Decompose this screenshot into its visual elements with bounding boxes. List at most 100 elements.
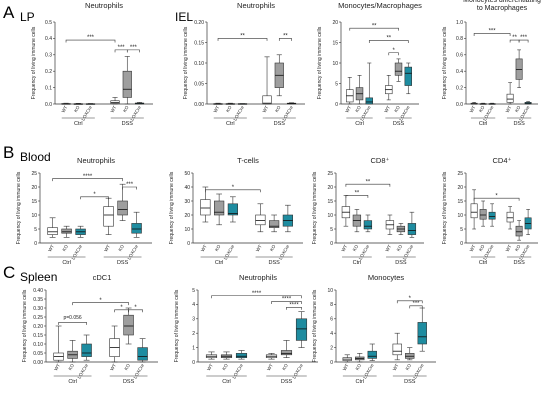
- box-body: [117, 200, 128, 216]
- box-body: [394, 62, 403, 76]
- box-ctrl-ko: [67, 340, 78, 363]
- y-tick-label: 6: [330, 317, 333, 323]
- y-tick-label: 0.05: [33, 351, 43, 357]
- y-tick-label: 10: [31, 213, 37, 219]
- x-tick-label: LOXCre: [358, 244, 371, 261]
- box-body: [131, 223, 142, 234]
- x-tick-label: KO: [73, 105, 81, 114]
- chart-title: Monocytes: [368, 273, 405, 282]
- box-dss-loxcre: [524, 209, 532, 235]
- box-body: [122, 70, 132, 98]
- box-ctrl-wt: [205, 351, 218, 360]
- y-tick-label: 0.05: [194, 81, 204, 87]
- chart-title: CD8⁺: [371, 156, 390, 165]
- group-label-ctrl: Ctrl: [353, 260, 362, 266]
- y-axis-label: Frequency of living immune cells: [317, 26, 323, 99]
- y-tick-label: 5: [460, 227, 463, 233]
- group-label-dss: DSS: [274, 121, 286, 127]
- x-tick-label: WT: [505, 244, 513, 253]
- box-ctrl-ko: [355, 353, 365, 363]
- box-dss-wt: [110, 97, 120, 105]
- x-tick-label: LOXCre: [232, 105, 245, 122]
- chart-8: CD4⁺ 0 5 10 15 20 25 Frequency of living immune…: [442, 156, 538, 266]
- y-tick-label: 0.00: [33, 360, 43, 366]
- x-tick-label: WT: [103, 244, 111, 253]
- box-body: [365, 97, 373, 105]
- x-tick-label: KO: [274, 105, 282, 114]
- bracket-line: [278, 38, 292, 41]
- chart-title: cDC1: [93, 273, 112, 282]
- y-tick-label: 15: [31, 199, 37, 205]
- x-tick-label: KO: [478, 244, 486, 253]
- group-label-dss: DSS: [395, 260, 407, 266]
- x-tick-label: KO: [117, 244, 125, 253]
- x-tick-label: KO: [269, 244, 277, 253]
- box-ctrl-wt: [61, 102, 71, 105]
- group-label-ctrl: Ctrl: [355, 379, 364, 385]
- x-tick-label: WT: [344, 105, 352, 114]
- y-axis-label: Frequency of living immune cells: [312, 171, 318, 244]
- chart-5: Neutrophils 0 5 10 15 20 25 Frequency of living…: [16, 156, 152, 266]
- box-ctrl-wt: [213, 102, 223, 105]
- y-tick-label: 30: [184, 199, 190, 205]
- chart-title: Neutrophils: [85, 1, 123, 10]
- significance-label: ***: [87, 35, 95, 41]
- x-tick-label: WT: [469, 244, 477, 253]
- y-tick-label: 40: [184, 185, 190, 191]
- x-tick-label: LOXCre: [133, 363, 146, 380]
- significance-bracket: *: [80, 192, 109, 200]
- significance-bracket: **: [278, 34, 292, 41]
- box-dss-ko: [396, 223, 406, 235]
- group-label-ctrl: Ctrl: [355, 121, 364, 127]
- y-tick-label: 0.10: [33, 342, 43, 348]
- box-ctrl-loxcre: [85, 103, 96, 105]
- box-dss-ko: [117, 183, 128, 221]
- box-body: [214, 200, 225, 216]
- y-tick-label: 0: [460, 241, 463, 247]
- chart-title-line-2: to Macrophages: [477, 5, 528, 12]
- significance-bracket: ***: [114, 45, 128, 53]
- chart-7: CD8⁺ 0 5 10 15 20 25 Frequency of living immune…: [312, 156, 424, 266]
- bracket-line: [286, 306, 302, 310]
- chart-title: Neutrophils: [77, 156, 115, 165]
- y-tick-label: 10: [184, 227, 190, 233]
- x-tick-label: KO: [355, 363, 363, 372]
- significance-label: *: [409, 296, 412, 302]
- box-dss-loxcre: [407, 211, 417, 238]
- box-dss-loxcre: [131, 211, 142, 238]
- p-value-annotation: p=0.056: [63, 315, 81, 321]
- significance-bracket: **: [345, 179, 391, 187]
- box-ctrl-wt: [47, 217, 58, 238]
- box-body: [81, 343, 92, 357]
- box-ctrl-loxcre: [365, 62, 373, 105]
- box-ctrl-loxcre: [488, 203, 496, 227]
- group-label-dss: DSS: [404, 379, 416, 385]
- y-tick-label: 0.8: [456, 36, 463, 42]
- y-tick-label: 25: [31, 171, 37, 177]
- x-tick-label: WT: [342, 363, 350, 372]
- box-dss-wt: [103, 197, 114, 235]
- x-tick-label: LOXCre: [291, 363, 304, 380]
- box-dss-ko: [269, 214, 280, 233]
- significance-bracket: *: [205, 185, 261, 193]
- box-ctrl-wt: [342, 354, 352, 363]
- y-tick-label: 0: [335, 102, 338, 108]
- significance-label: *: [99, 298, 102, 304]
- y-tick-label: 0.0: [456, 102, 463, 108]
- x-tick-label: WT: [266, 363, 274, 372]
- y-tick-label: 1: [192, 345, 195, 351]
- chart-10: Neutrophils 0 1 2 3 4 5 Frequency of living imm…: [174, 273, 318, 385]
- y-tick-label: 20: [327, 185, 333, 191]
- box-body: [137, 347, 148, 361]
- group-label-dss: DSS: [268, 260, 280, 266]
- chart-4: Monocytes differentiating to Macrophages 0…: [442, 0, 541, 127]
- box-dss-ko: [274, 54, 284, 97]
- significance-label: ****: [252, 291, 262, 297]
- box-dss-wt: [262, 56, 272, 105]
- panel-letter-a: A: [3, 3, 15, 22]
- y-axis-label: Frequency of living immune cells: [16, 171, 22, 244]
- y-tick-label: 20: [457, 185, 463, 191]
- box-dss-wt: [392, 332, 402, 361]
- box-body: [363, 220, 373, 230]
- box-body: [47, 227, 58, 235]
